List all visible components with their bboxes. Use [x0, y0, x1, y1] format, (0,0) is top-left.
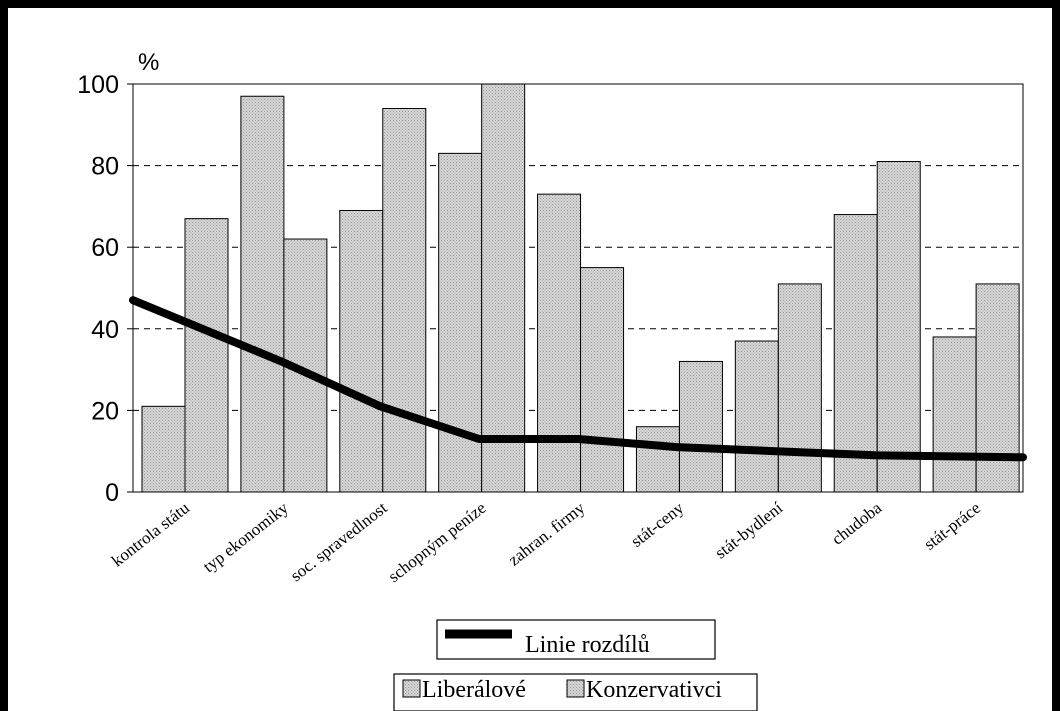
x-tick-label: chudoba	[828, 498, 885, 549]
bar-liberálové-3	[339, 209, 384, 493]
y-tick-label: 20	[91, 397, 119, 425]
bar-liberálové-2	[240, 95, 285, 493]
bar-liberálové-9	[932, 336, 977, 493]
y-tick-label: 100	[77, 71, 119, 99]
x-tick-label: stát-práce	[920, 498, 984, 554]
liberalove-legend-label: Liberálové	[422, 677, 526, 703]
x-tick-label: stát-bydlení	[711, 498, 786, 563]
x-tick-label: kontrola státu	[108, 498, 193, 571]
y-tick-label: 80	[91, 153, 119, 181]
x-tick-label: soc. spravedlnost	[287, 498, 391, 585]
bar-liberálové-5	[537, 193, 582, 493]
x-tick-label: zahran. firmy	[505, 498, 589, 570]
difference-line	[129, 296, 1027, 462]
y-axis-unit: %	[138, 49, 159, 76]
bar-konzervativci-8	[876, 161, 921, 493]
x-tick-label: typ ekonomiky	[199, 498, 292, 576]
y-tick-label: 60	[91, 234, 119, 262]
bar-konzervativci-6	[678, 360, 723, 493]
line-legend-label: Linie rozdílů	[525, 632, 650, 658]
y-axis-ticks: 0 20 40 60 80 100	[77, 71, 133, 507]
konzervativci-legend-swatch	[566, 679, 585, 698]
konzervativci-legend-label: Konzervativci	[586, 677, 722, 703]
bar-konzervativci-7	[777, 283, 822, 493]
line-legend-box	[436, 619, 716, 660]
bar-liberálové-7	[734, 340, 779, 493]
bars	[141, 83, 1020, 493]
y-tick-label: 0	[105, 479, 119, 507]
difference-line-path	[129, 296, 1027, 462]
x-tick-label: stát-ceny	[627, 498, 687, 551]
bar-konzervativci-4	[481, 83, 526, 493]
y-tick-label: 40	[91, 316, 119, 344]
line-legend: Linie rozdílů	[436, 619, 716, 660]
x-tick-label: schopným peníze	[384, 498, 489, 586]
bar-legend: Liberálové Konzervativci	[393, 673, 758, 711]
bar-konzervativci-5	[580, 267, 625, 493]
bar-konzervativci-1	[184, 218, 229, 493]
bar-konzervativci-3	[382, 107, 427, 493]
bar-liberálové-6	[635, 426, 680, 493]
plot-area	[132, 83, 1024, 493]
liberalove-legend-swatch	[402, 679, 421, 698]
bar-liberálové-1	[141, 405, 186, 493]
